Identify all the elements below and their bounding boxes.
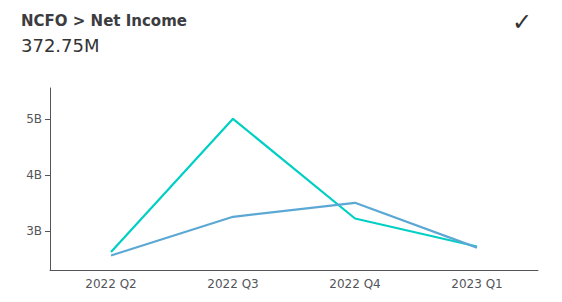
- svg-text:2022 Q3: 2022 Q3: [207, 277, 258, 291]
- svg-text:4B: 4B: [26, 168, 42, 182]
- svg-text:2023 Q1: 2023 Q1: [451, 277, 502, 291]
- svg-text:✓: ✓: [512, 8, 532, 36]
- svg-text:372.75M: 372.75M: [21, 35, 100, 56]
- svg-text:5B: 5B: [26, 112, 42, 126]
- svg-text:2022 Q4: 2022 Q4: [329, 277, 380, 291]
- svg-text:3B: 3B: [26, 224, 42, 238]
- svg-text:2022 Q2: 2022 Q2: [85, 277, 136, 291]
- svg-text:NCFO > Net Income: NCFO > Net Income: [21, 12, 187, 30]
